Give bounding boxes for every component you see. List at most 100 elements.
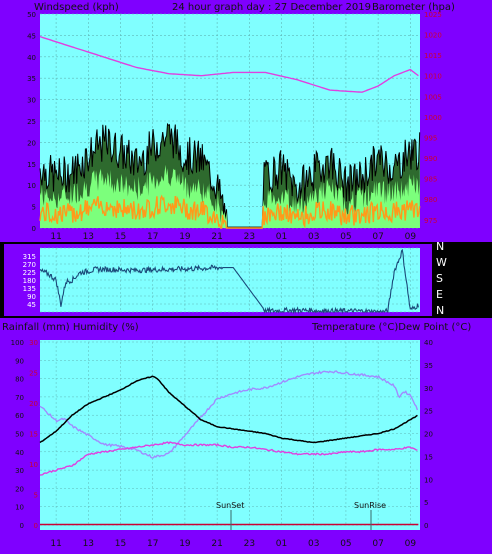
wind-y-tick: 40 bbox=[27, 54, 36, 62]
temp-y-tick: 25 bbox=[424, 408, 433, 416]
humidity-y-tick: 30 bbox=[15, 467, 24, 475]
temp-x-tick: 19 bbox=[179, 539, 191, 549]
direction-label-n-top: N bbox=[436, 240, 444, 253]
rain-y-tick: 30 bbox=[29, 339, 38, 347]
wind-x-tick: 13 bbox=[83, 232, 94, 242]
graph-title: 24 hour graph day : 27 December 2019 bbox=[172, 2, 371, 13]
baro-y-tick: 985 bbox=[424, 176, 437, 184]
direction-label-s: S bbox=[436, 272, 443, 285]
baro-y-tick: 980 bbox=[424, 196, 437, 204]
wind-y-tick: 25 bbox=[27, 118, 36, 126]
baro-y-tick: 1015 bbox=[424, 52, 442, 60]
wind-x-tick: 21 bbox=[211, 232, 222, 242]
temp-x-tick: 23 bbox=[244, 539, 255, 549]
rain-y-tick: 15 bbox=[29, 431, 38, 439]
windspeed-axis-title: Windspeed (kph) bbox=[34, 2, 119, 13]
wind-y-tick: 0 bbox=[32, 225, 36, 233]
temp-x-tick: 13 bbox=[83, 539, 94, 549]
wind-gust-line bbox=[39, 122, 421, 228]
dir-y-tick: 45 bbox=[27, 301, 36, 309]
baro-y-tick: 1010 bbox=[424, 73, 442, 81]
humidity-y-tick: 100 bbox=[11, 339, 24, 347]
temp-x-tick: 01 bbox=[276, 539, 287, 549]
chart-marks bbox=[39, 35, 421, 526]
grid-lines bbox=[40, 13, 420, 526]
rain-y-tick: 10 bbox=[29, 461, 38, 469]
temp-dewpoint-axis-title: Temperature (°C)Dew Point (°C) bbox=[311, 322, 471, 333]
temp-y-tick: 30 bbox=[424, 385, 433, 393]
temp-y-tick: 10 bbox=[424, 476, 433, 484]
wind-x-tick: 03 bbox=[308, 232, 319, 242]
humidity-y-tick: 80 bbox=[15, 376, 24, 384]
direction-label-e: E bbox=[436, 288, 443, 301]
dir-y-tick: 315 bbox=[23, 253, 36, 261]
temp-x-tick: 07 bbox=[372, 539, 383, 549]
humidity-line bbox=[39, 370, 419, 459]
wind-low-line bbox=[39, 194, 421, 229]
wind-y-tick: 10 bbox=[27, 182, 36, 190]
wind-x-tick: 05 bbox=[340, 232, 351, 242]
dir-y-tick: 270 bbox=[23, 261, 36, 269]
temp-x-tick: 09 bbox=[405, 539, 417, 549]
barometer-axis-title: Barometer (hpa) bbox=[372, 2, 455, 13]
baro-y-tick: 990 bbox=[424, 155, 437, 163]
temp-x-tick: 21 bbox=[211, 539, 222, 549]
baro-y-tick: 1020 bbox=[424, 32, 442, 40]
wind-y-tick: 15 bbox=[27, 161, 36, 169]
wind-y-tick: 20 bbox=[27, 139, 36, 147]
rain-y-tick: 25 bbox=[29, 370, 38, 378]
baro-y-tick: 995 bbox=[424, 134, 437, 142]
wind-x-tick: 11 bbox=[50, 232, 61, 242]
temperature-line bbox=[39, 375, 418, 444]
temp-y-tick: 0 bbox=[424, 522, 428, 530]
wind-direction-line bbox=[39, 248, 419, 315]
temp-y-tick: 35 bbox=[424, 362, 433, 370]
rain-y-tick: 20 bbox=[29, 400, 38, 408]
dir-y-tick: 135 bbox=[23, 285, 36, 293]
humidity-y-tick: 90 bbox=[15, 357, 24, 365]
temp-plot-area bbox=[40, 340, 420, 530]
barometer-line bbox=[39, 35, 419, 93]
wind-x-tick: 07 bbox=[372, 232, 383, 242]
dir-y-tick: 225 bbox=[23, 269, 36, 277]
sunrise-label: SunRise bbox=[354, 501, 386, 510]
temp-x-tick: 17 bbox=[147, 539, 158, 549]
wind-y-tick: 45 bbox=[27, 32, 36, 40]
temp-x-tick: 03 bbox=[308, 539, 319, 549]
temp-y-tick: 15 bbox=[424, 453, 433, 461]
direction-label-w: W bbox=[436, 256, 447, 269]
temp-x-tick: 05 bbox=[340, 539, 351, 549]
wind-x-tick: 19 bbox=[179, 232, 191, 242]
wind-x-tick: 17 bbox=[147, 232, 158, 242]
wind-x-tick: 01 bbox=[276, 232, 287, 242]
wind-y-tick: 5 bbox=[32, 204, 36, 212]
direction-label-n-bottom: N bbox=[436, 304, 444, 317]
baro-y-tick: 975 bbox=[424, 217, 437, 225]
temp-x-tick: 11 bbox=[50, 539, 61, 549]
humidity-y-tick: 0 bbox=[20, 522, 24, 530]
rain-y-tick: 0 bbox=[34, 522, 38, 530]
baro-y-tick: 1025 bbox=[424, 11, 442, 19]
rain-humidity-axis-title: Rainfall (mm) Humidity (%) bbox=[2, 322, 139, 333]
wind-x-tick: 23 bbox=[244, 232, 255, 242]
tick-labels: 0510152025303540455097598098599099510001… bbox=[11, 11, 442, 549]
baro-y-tick: 1005 bbox=[424, 93, 442, 101]
dir-y-tick: 180 bbox=[23, 277, 36, 285]
rain-y-tick: 5 bbox=[34, 492, 38, 500]
dir-y-tick: 90 bbox=[27, 293, 36, 301]
humidity-y-tick: 70 bbox=[15, 394, 24, 402]
wind-y-tick: 35 bbox=[27, 75, 36, 83]
wind-x-tick: 15 bbox=[115, 232, 126, 242]
humidity-y-tick: 20 bbox=[15, 485, 24, 493]
humidity-y-tick: 50 bbox=[15, 431, 24, 439]
sunset-label: SunSet bbox=[216, 501, 244, 510]
wind-x-tick: 09 bbox=[405, 232, 417, 242]
humidity-y-tick: 10 bbox=[15, 504, 24, 512]
humidity-y-tick: 60 bbox=[15, 412, 24, 420]
temp-y-tick: 20 bbox=[424, 431, 433, 439]
temp-y-tick: 5 bbox=[424, 499, 428, 507]
wind-y-tick: 50 bbox=[27, 11, 36, 19]
baro-y-tick: 1000 bbox=[424, 114, 442, 122]
